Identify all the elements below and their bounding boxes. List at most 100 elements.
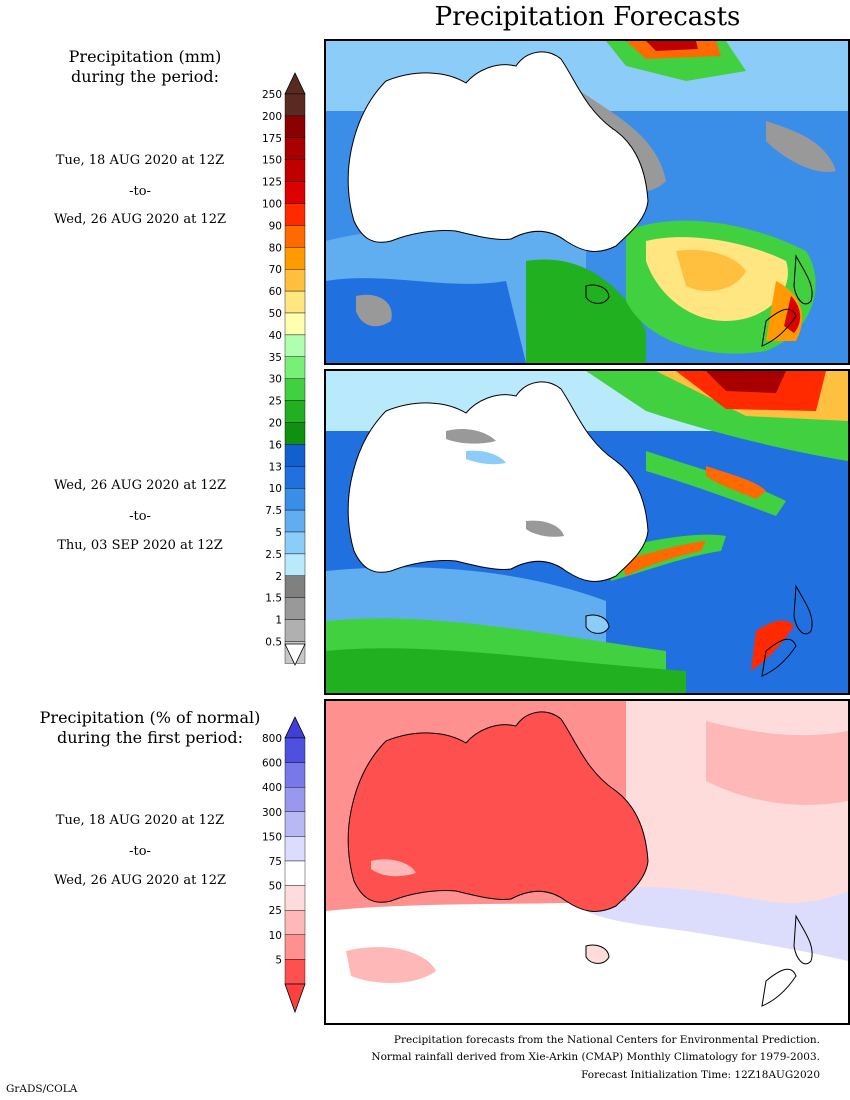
colorbar-mm: 2502001751501251009080706050403530252016… [262,72,306,666]
colorbar-mm-tick-label: 2 [275,571,282,583]
colorbar-mm-swatch [284,290,306,314]
colorbar-mm-top-arrow [284,72,306,95]
period2-end: Thu, 03 SEP 2020 at 12Z [57,538,223,553]
credit: GrADS/COLA [6,1083,78,1095]
colorbar-pct-swatch [284,737,306,763]
colorbar-mm-swatch [284,115,306,139]
colorbar-pct-swatch [284,836,306,862]
map-panel-period2 [324,369,850,695]
colorbar-pct-swatch [284,909,306,935]
colorbar-pct-tick-label: 300 [262,807,282,819]
period1-start: Tue, 18 AUG 2020 at 12Z [55,153,225,168]
map-period1 [326,41,848,363]
colorbar-mm-tick-label: 1.5 [265,593,282,605]
colorbar-mm-tick-label: 200 [262,111,282,123]
colorbar-mm-tick-label: 5 [275,527,282,539]
colorbar-pct-tick-label: 600 [262,758,282,770]
heading-precip-mm-line1: Precipitation (mm) [68,47,222,66]
colorbar-pct-swatch [284,860,306,886]
colorbar-mm-tick-label: 175 [262,133,282,145]
period3-end: Wed, 26 AUG 2020 at 12Z [53,873,226,888]
period2-to: -to- [129,509,151,524]
colorbar-mm-tick-label: 80 [269,242,282,254]
colorbar-pct: 800 600 400 300 150 75 50 25 10 5 [262,716,306,1014]
colorbar-pct-swatch [284,762,306,788]
colorbar-mm-swatch [284,553,306,576]
map-percent-normal [326,701,848,1023]
colorbar-mm-tick-label: 0.5 [265,637,282,649]
colorbar-pct-tick-label: 10 [269,930,282,942]
footer-line3: Forecast Initialization Time: 12Z18AUG20… [581,1069,820,1081]
period3-start: Tue, 18 AUG 2020 at 12Z [55,813,225,828]
colorbar-mm-tick-label: 90 [269,220,282,232]
colorbar-mm-tick-label: 50 [269,308,282,320]
colorbar-mm-swatch [284,400,306,423]
colorbar-mm-swatch [284,225,306,248]
colorbar-pct-swatch [284,959,306,985]
colorbar-mm-swatch [284,203,306,226]
footer-line2: Normal rainfall derived from Xie-Arkin (… [371,1051,820,1063]
heading-precip-mm-line2: during the period: [71,67,219,86]
colorbar-mm-tick-label: 60 [269,286,282,298]
colorbar-mm-swatch [284,422,306,445]
heading-precip-pct-line2: during the first period: [56,728,244,747]
colorbar-mm-tick-label: 150 [262,155,282,167]
colorbar-mm-swatch [284,444,306,467]
footer-line1: Precipitation forecasts from the Nationa… [393,1034,820,1046]
period1-end: Wed, 26 AUG 2020 at 12Z [53,212,226,227]
colorbar-mm-tick-label: 10 [269,483,282,495]
heading-precip-pct-line1: Precipitation (% of normal) [39,708,261,727]
colorbar-mm-swatch [284,334,306,357]
colorbar-pct-tick-label: 5 [275,954,282,966]
colorbar-pct-tick-label: 150 [262,831,282,843]
page-title: Precipitation Forecasts [434,2,741,32]
colorbar-pct-tick-label: 75 [269,856,282,868]
heading-precip-pct: Precipitation (% of normal) during the f… [20,708,280,748]
colorbar-mm-swatch [284,531,306,555]
period2-start: Wed, 26 AUG 2020 at 12Z [53,478,226,493]
heading-precip-mm: Precipitation (mm) during the period: [20,47,270,87]
colorbar-mm-swatch [284,93,306,117]
colorbar-pct-bottom-arrow [284,983,306,1014]
colorbar-mm-tick-label: 2.5 [265,549,282,561]
colorbar-mm-bottom-arrow [284,643,306,666]
colorbar-mm-tick-label: 20 [269,418,282,430]
colorbar-pct-tick-label: 25 [269,905,282,917]
colorbar-mm-tick-label: 125 [262,177,282,189]
colorbar-mm-tick-label: 16 [269,439,283,451]
colorbar-mm-swatch [284,509,306,533]
map-panel-percent-normal [324,699,850,1025]
colorbar-mm-swatch [284,619,306,642]
colorbar-mm-tick-label: 70 [269,264,282,276]
period1-to: -to- [129,184,151,199]
colorbar-mm-tick-label: 35 [269,352,282,364]
colorbar-mm-swatch [284,247,306,270]
colorbar-pct-tick-label: 800 [262,733,282,745]
colorbar-mm-tick-label: 30 [269,374,282,386]
colorbar-mm-tick-label: 25 [269,396,282,408]
colorbar-mm-tick-label: 40 [269,330,282,342]
colorbar-pct-tick-label: 400 [262,782,282,794]
colorbar-mm-tick-label: 7.5 [265,505,282,517]
colorbar-mm-tick-label: 100 [262,199,282,211]
colorbar-mm-swatch [284,466,306,489]
colorbar-mm-swatch [284,159,306,182]
map-panel-period1 [324,39,850,365]
colorbar-mm-swatch [284,356,306,379]
colorbar-mm-swatch [284,312,306,336]
colorbar-mm-swatch [284,575,306,598]
colorbar-mm-tick-label: 1 [275,615,282,627]
colorbar-mm-swatch [284,488,306,511]
period3-to: -to- [129,844,151,859]
colorbar-pct-top-arrow [284,716,306,739]
colorbar-mm-tick-label: 13 [269,461,282,473]
colorbar-pct-swatch [284,811,306,837]
colorbar-mm-swatch [284,597,306,620]
colorbar-pct-tick-label: 50 [269,881,282,893]
colorbar-pct-swatch [284,934,306,960]
colorbar-mm-swatch [284,378,306,401]
colorbar-pct-swatch [284,885,306,911]
colorbar-mm-swatch [284,268,306,292]
map-period2 [326,371,848,693]
colorbar-mm-swatch [284,137,306,160]
